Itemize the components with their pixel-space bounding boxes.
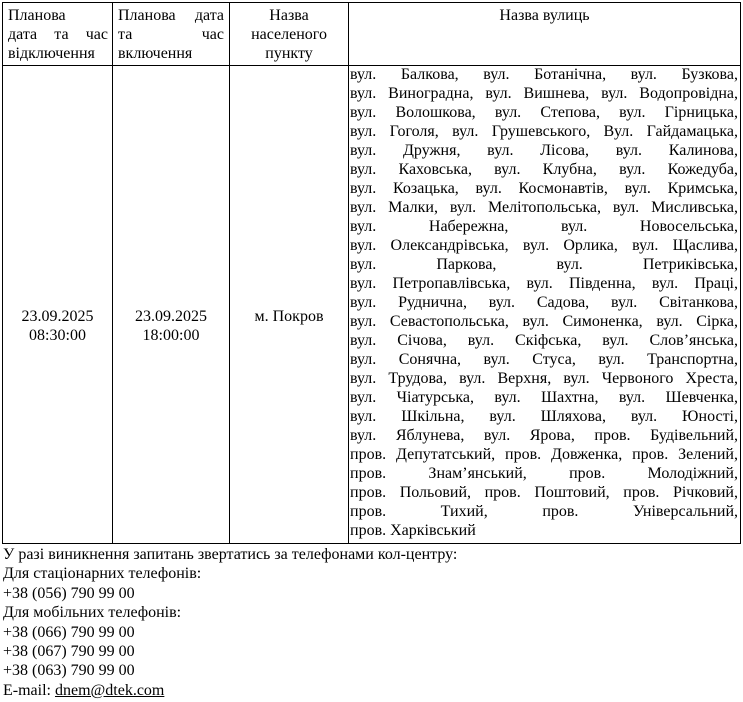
header-outage-end: Планова дата та час включення [118, 6, 224, 63]
street-line: вул. Трудова, вул. Верхня, вул. Червоног… [350, 370, 738, 387]
header-line: відключення [8, 45, 95, 62]
settlement-name: м. Покров [254, 308, 324, 325]
street-line: вул. Руднична, вул. Садова, вул. Світанк… [350, 294, 738, 311]
outage-start-cell: 23.09.2025 08:30:00 [3, 307, 112, 345]
mobile-phone: +38 (066) 790 99 00 [3, 623, 135, 641]
street-line: пров. Депутатський, пров. Довженка, пров… [350, 446, 738, 463]
mobile-phone: +38 (067) 790 99 00 [3, 642, 135, 660]
mobile-label: Для мобільних телефонів: [3, 604, 182, 622]
contact-info: У разі виникнення запитань звертатись за… [3, 545, 457, 700]
street-line: пров. Харківський [350, 522, 476, 539]
outage-schedule-table: Планова дата та час відключення Планова … [2, 2, 741, 544]
header-line: пункту [265, 45, 313, 62]
header-divider [3, 65, 740, 66]
settlement-cell: м. Покров [230, 307, 348, 326]
street-line: вул. Олександрівська, вул. Орлика, вул. … [350, 237, 738, 254]
street-line: вул. Набережна, вул. Новосельська, [350, 218, 738, 235]
header-line: Планова [8, 7, 66, 24]
header-line: дата та час [8, 26, 108, 43]
email-link[interactable]: dnem@dtek.com [54, 681, 165, 699]
header-line: включення [118, 45, 193, 62]
email-line: E-mail: dnem@dtek.com [3, 681, 457, 700]
header-outage-start: Планова дата та час відключення [8, 6, 108, 63]
outage-end-cell: 23.09.2025 18:00:00 [113, 307, 229, 345]
outage-end-date: 23.09.2025 [135, 308, 207, 325]
street-line: вул. Малки, вул. Мелітопольська, вул. Ми… [350, 199, 738, 216]
landline-label: Для стаціонарних телефонів: [3, 565, 202, 583]
street-line: пров. Тихий, пров. Універсальний, [350, 503, 738, 520]
street-line: вул. Паркова, вул. Петриківська, [350, 256, 738, 273]
street-line: пров. Польовий, пров. Поштовий, пров. Рі… [350, 484, 738, 501]
street-line: вул. Січова, вул. Скіфська, вул. Слов’ян… [350, 332, 738, 349]
street-line: вул. Балкова, вул. Ботанічна, вул. Бузко… [350, 66, 738, 83]
header-line: Назва [269, 7, 309, 24]
street-line: вул. Гоголя, вул. Грушевського, Вул. Гай… [350, 123, 738, 140]
header-line: Назва вулиць [499, 7, 590, 24]
streets-cell: вул. Балкова, вул. Ботанічна, вул. Бузко… [350, 65, 738, 540]
street-line: вул. Сонячна, вул. Стуса, вул. Транспорт… [350, 351, 738, 368]
street-line: вул. Виноградна, вул. Вишнева, вул. Водо… [350, 85, 738, 102]
header-line: Планова дата [118, 7, 224, 24]
landline-phone: +38 (056) 790 99 00 [3, 584, 135, 602]
header-settlement: Назва населеного пункту [230, 6, 348, 63]
column-divider [348, 3, 349, 543]
street-line: вул. Козацька, вул. Космонавтів, вул. Кр… [350, 180, 738, 197]
outage-start-time: 08:30:00 [29, 327, 86, 344]
street-line: вул. Волошкова, вул. Степова, вул. Гірни… [350, 104, 738, 121]
street-line: вул. Петропавлівська, вул. Південна, вул… [350, 275, 738, 292]
column-divider [112, 3, 113, 543]
header-line: та час [118, 26, 224, 43]
contact-intro: У разі виникнення запитань звертатись за… [3, 546, 458, 563]
street-line: вул. Севастопольська, вул. Симоненка, ву… [350, 313, 738, 330]
street-line: вул. Яблунева, вул. Ярова, пров. Будівел… [350, 427, 738, 444]
street-line: вул. Чіатурська, вул. Шахтна, вул. Шевче… [350, 389, 738, 406]
outage-start-date: 23.09.2025 [21, 308, 94, 325]
column-divider [229, 3, 230, 543]
street-line: вул. Дружня, вул. Лісова, вул. Калинова, [350, 142, 738, 159]
header-line: населеного [251, 26, 327, 43]
street-line: пров. Знам’янський, пров. Молодіжний, [350, 465, 738, 482]
mobile-phone: +38 (063) 790 99 00 [3, 662, 135, 680]
header-streets: Назва вулиць [349, 6, 740, 25]
street-line: вул. Каховська, вул. Клубна, вул. Кожеду… [350, 161, 738, 178]
outage-end-time: 18:00:00 [142, 327, 200, 344]
email-label: E-mail: [3, 681, 55, 699]
street-line: вул. Шкільна, вул. Шляхова, вул. Юності, [350, 408, 738, 425]
